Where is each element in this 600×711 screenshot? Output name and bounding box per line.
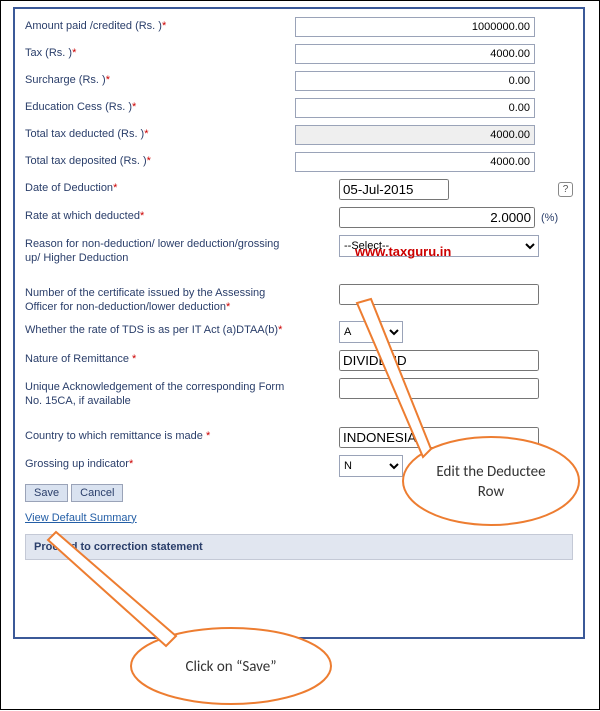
label-country: Country to which remittance is made * — [25, 427, 295, 443]
input-total-deposited[interactable] — [295, 152, 535, 172]
row-surcharge: Surcharge (Rs. )* — [25, 71, 573, 91]
label-grossing: Grossing up indicator* — [25, 455, 295, 471]
screenshot-frame: Amount paid /credited (Rs. )* Tax (Rs. )… — [0, 0, 600, 710]
row-nature: Nature of Remittance * — [25, 350, 573, 371]
input-total-deducted — [295, 125, 535, 145]
save-button[interactable]: Save — [25, 484, 68, 502]
row-rate: Rate at which deducted* (%) — [25, 207, 573, 228]
row-date-deduction: Date of Deduction* ? — [25, 179, 573, 200]
view-default-summary-link[interactable]: View Default Summary — [25, 512, 137, 524]
input-nature[interactable] — [339, 350, 539, 371]
label-tds-as-per: Whether the rate of TDS is as per IT Act… — [25, 321, 295, 337]
row-tds-as-per: Whether the rate of TDS is as per IT Act… — [25, 321, 573, 343]
label-date-deduction: Date of Deduction* — [25, 179, 295, 195]
row-total-deducted: Total tax deducted (Rs. )* — [25, 125, 573, 145]
input-amount-paid[interactable] — [295, 17, 535, 37]
row-country: Country to which remittance is made * — [25, 427, 573, 448]
input-ack15ca[interactable] — [339, 378, 539, 399]
row-cess: Education Cess (Rs. )* — [25, 98, 573, 118]
input-country[interactable] — [339, 427, 539, 448]
label-total-deducted: Total tax deducted (Rs. )* — [25, 125, 295, 141]
label-ack15ca: Unique Acknowledgement of the correspond… — [25, 378, 295, 409]
input-surcharge[interactable] — [295, 71, 535, 91]
select-tds-as-per[interactable]: A — [339, 321, 403, 343]
label-surcharge: Surcharge (Rs. )* — [25, 71, 295, 87]
input-rate[interactable] — [339, 207, 535, 228]
help-icon[interactable]: ? — [558, 182, 573, 197]
row-grossing: Grossing up indicator* N — [25, 455, 573, 477]
input-tax[interactable] — [295, 44, 535, 64]
input-cess[interactable] — [295, 98, 535, 118]
deductee-form: Amount paid /credited (Rs. )* Tax (Rs. )… — [13, 7, 585, 639]
cancel-button[interactable]: Cancel — [71, 484, 123, 502]
label-reason: Reason for non-deduction/ lower deductio… — [25, 235, 295, 266]
row-reason: Reason for non-deduction/ lower deductio… — [25, 235, 573, 266]
input-cert-no[interactable] — [339, 284, 539, 305]
row-tax: Tax (Rs. )* — [25, 44, 573, 64]
row-amount-paid: Amount paid /credited (Rs. )* — [25, 17, 573, 37]
label-tax: Tax (Rs. )* — [25, 44, 295, 60]
input-date-deduction[interactable] — [339, 179, 449, 200]
row-cert-no: Number of the certificate issued by the … — [25, 284, 573, 315]
select-grossing[interactable]: N — [339, 455, 403, 477]
label-nature: Nature of Remittance * — [25, 350, 295, 366]
row-total-deposited: Total tax deposited (Rs. )* — [25, 152, 573, 172]
callout-bottom-text: Click on “Save” — [185, 658, 276, 676]
select-reason[interactable]: --Select-- — [339, 235, 539, 257]
label-cert-no: Number of the certificate issued by the … — [25, 284, 295, 315]
label-rate: Rate at which deducted* — [25, 207, 295, 223]
label-total-deposited: Total tax deposited (Rs. )* — [25, 152, 295, 168]
proceed-bar: Proceed to correction statement — [25, 534, 573, 560]
label-amount-paid: Amount paid /credited (Rs. )* — [25, 17, 295, 33]
rate-suffix: (%) — [541, 212, 558, 224]
row-ack15ca: Unique Acknowledgement of the correspond… — [25, 378, 573, 409]
button-bar: Save Cancel — [25, 484, 573, 502]
label-cess: Education Cess (Rs. )* — [25, 98, 295, 114]
